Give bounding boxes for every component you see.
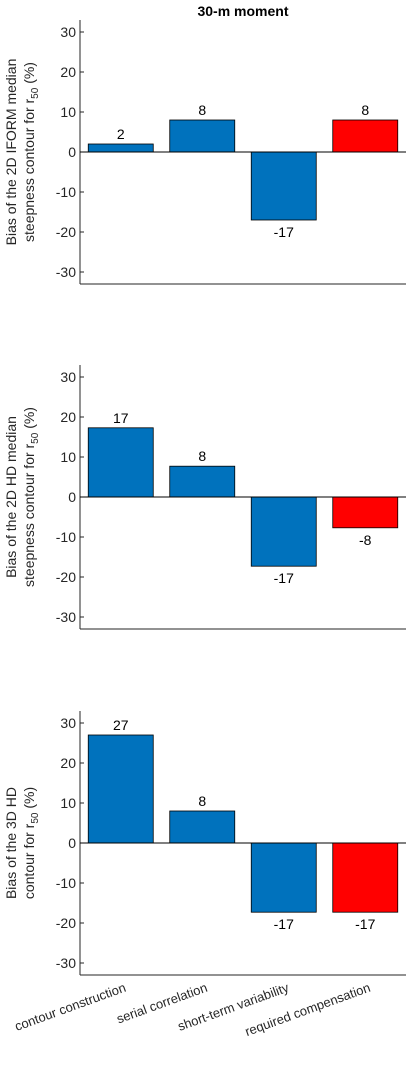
y-label-subscript: 50	[30, 87, 41, 99]
bar-value-label: 8	[198, 793, 206, 809]
y-tick-label: 0	[68, 144, 76, 160]
chart-panel-1: -30 -20 -10 0 10 20 30 2 8 -17 8 Bias of the 2D IFO…	[3, 20, 406, 285]
chart-panel-3: -30 -20 -10 0 10 20 30 27 8 -17 -17 Bias of the 3D …	[3, 711, 406, 976]
y-tick-label: 20	[60, 755, 76, 771]
y-axis-label-line1: Bias of the 2D IFORM median	[3, 59, 19, 246]
y-axis-label-line2: steepness contour for r50 (%)	[21, 407, 41, 587]
bar-required-compensation	[332, 842, 399, 913]
bar-value-label: -17	[274, 916, 294, 932]
bar-required-compensation	[332, 119, 399, 153]
y-label-subscript: 50	[30, 432, 41, 444]
bar-required-compensation	[332, 496, 399, 529]
bar-value-label: 8	[361, 102, 369, 118]
y-label-suffix: (%)	[21, 787, 37, 813]
y-tick-label: 10	[60, 449, 76, 465]
y-label-prefix: contour for r	[21, 823, 37, 899]
y-axis-label-line2: contour for r50 (%)	[21, 787, 41, 899]
chart-panel-2: -30 -20 -10 0 10 20 30 17 8 -17 -8 Bias of the 2D H…	[3, 365, 406, 630]
bar-short-term-variability	[250, 496, 317, 567]
y-tick-label: 0	[68, 835, 76, 851]
figure-title: 30-m moment	[197, 3, 288, 19]
y-tick-label: -10	[56, 184, 76, 200]
y-tick-label: 30	[60, 715, 76, 731]
y-tick-label: -30	[56, 609, 76, 625]
y-tick-label: -20	[56, 224, 76, 240]
y-tick-label: 20	[60, 64, 76, 80]
bar-contour-construction	[87, 427, 154, 498]
y-axis-label-line2: steepness contour for r50 (%)	[21, 62, 41, 242]
bar-value-label: -17	[355, 916, 375, 932]
bar-serial-correlation	[169, 119, 236, 153]
y-label-prefix: steepness contour for r	[21, 98, 37, 242]
y-tick-label: 20	[60, 409, 76, 425]
bar-value-label: -17	[274, 224, 294, 240]
bar-value-label: 8	[198, 448, 206, 464]
y-tick-label: 30	[60, 24, 76, 40]
y-label-prefix: steepness contour for r	[21, 443, 37, 587]
y-label-subscript: 50	[30, 812, 41, 824]
y-tick-label: 10	[60, 104, 76, 120]
y-axis-label-line1: Bias of the 2D HD median	[3, 416, 19, 578]
bar-short-term-variability	[250, 842, 317, 913]
bar-serial-correlation	[169, 810, 236, 844]
y-label-suffix: (%)	[21, 407, 37, 433]
y-axis-label-line1: Bias of the 3D HD	[3, 787, 19, 899]
bar-serial-correlation	[169, 465, 236, 498]
bar-value-label: 8	[198, 102, 206, 118]
bar-contour-construction	[87, 734, 154, 844]
bar-value-label: 27	[113, 717, 129, 733]
bar-short-term-variability	[250, 151, 317, 221]
y-tick-label: 30	[60, 369, 76, 385]
bar-value-label: -8	[359, 532, 372, 548]
y-tick-label: -10	[56, 529, 76, 545]
y-tick-label: -20	[56, 915, 76, 931]
bar-value-label: 17	[113, 410, 129, 426]
bar-value-label: -17	[274, 570, 294, 586]
y-tick-label: -10	[56, 875, 76, 891]
y-tick-label: -20	[56, 569, 76, 585]
x-category-label: contour construction	[13, 980, 128, 1034]
y-tick-label: 0	[68, 489, 76, 505]
bar-value-label: 2	[117, 126, 125, 142]
y-tick-label: -30	[56, 264, 76, 280]
y-tick-label: 10	[60, 795, 76, 811]
bar-contour-construction	[87, 143, 154, 153]
y-tick-label: -30	[56, 955, 76, 971]
y-label-suffix: (%)	[21, 62, 37, 88]
